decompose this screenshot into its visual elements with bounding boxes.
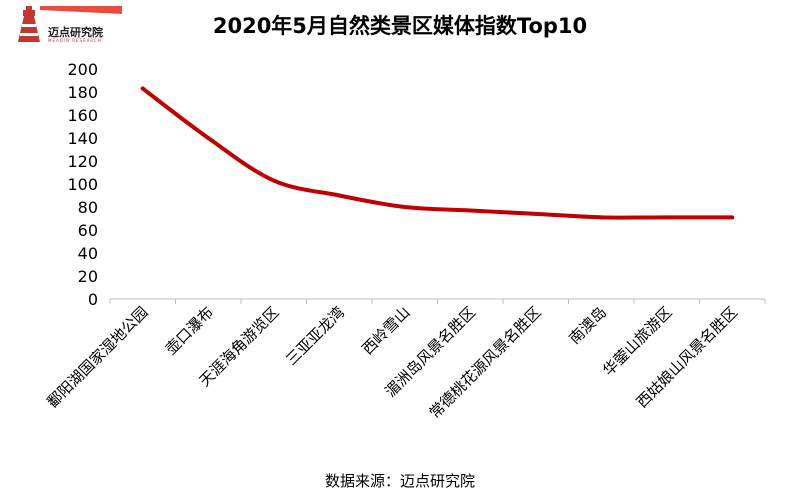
logo-text: 迈点研究院 (48, 26, 103, 39)
y-tick-label: 200 (67, 60, 98, 79)
data-point (337, 193, 342, 198)
series-line (140, 86, 735, 220)
y-tick-label: 20 (78, 267, 98, 286)
source-note: 数据来源：迈点研究院 (324, 472, 475, 490)
y-tick-label: 180 (67, 83, 98, 102)
logo-subtext: MEADIN RESEARCH (48, 38, 102, 43)
data-point (206, 136, 211, 140)
y-tick-label: 0 (88, 290, 98, 309)
y-tick-label: 60 (78, 221, 98, 240)
x-category-label: 壶口瀑布 (162, 303, 217, 358)
y-tick-label: 160 (67, 106, 98, 125)
x-category-label: 南澳岛 (566, 303, 611, 348)
chart-title: 2020年5月自然类景区媒体指数Top10 (212, 14, 588, 38)
y-tick-label: 80 (78, 198, 98, 217)
data-point (730, 215, 735, 220)
y-tick-label: 140 (67, 129, 98, 148)
lighthouse-icon (18, 6, 122, 42)
x-category-label: 西岭雪山 (358, 303, 413, 358)
x-category-label: 鄱阳湖国家湿地公园 (43, 303, 151, 411)
data-point (468, 208, 473, 213)
x-category-label: 常德桃花源风景名胜区 (426, 303, 545, 422)
data-point (271, 178, 276, 183)
brand-logo: 迈点研究院 MEADIN RESEARCH (14, 4, 122, 44)
data-point (533, 211, 538, 216)
y-tick-label: 120 (67, 152, 98, 171)
x-category-label: 三亚亚龙湾 (282, 303, 348, 369)
data-point (664, 215, 669, 220)
data-point (599, 215, 604, 220)
data-point (140, 86, 145, 91)
y-tick-label: 100 (67, 175, 98, 194)
data-point (402, 205, 407, 209)
y-tick-label: 40 (78, 244, 98, 263)
